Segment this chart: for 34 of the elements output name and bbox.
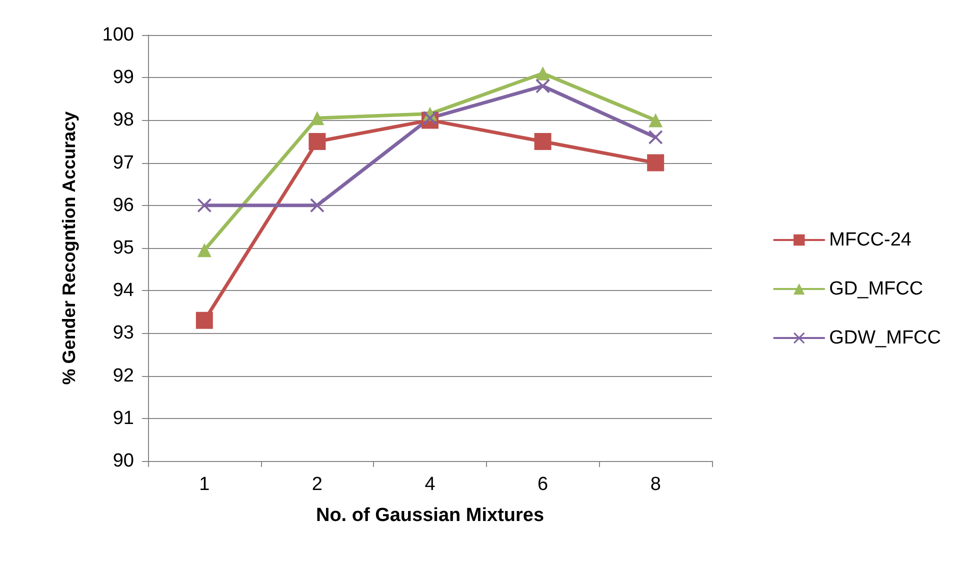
y-tick-label: 99: [112, 67, 134, 88]
point: [196, 312, 213, 329]
point: [647, 154, 664, 172]
legend-label: MFCC-24: [829, 230, 912, 250]
point: [308, 133, 326, 150]
x-tick-label: 6: [538, 474, 548, 495]
point: [310, 198, 324, 212]
x-tick-label: 2: [312, 474, 322, 495]
point: [534, 133, 552, 150]
y-tick-label: 94: [112, 280, 134, 302]
y-tick-label: 90: [112, 450, 134, 472]
point: [536, 66, 550, 80]
point: [197, 198, 212, 212]
point: [648, 130, 663, 144]
legend-label: GD_MFCC: [829, 278, 924, 300]
x-tick-label: 1: [199, 474, 210, 495]
x-tick-label: 8: [650, 474, 661, 495]
y-tick-label: 95: [112, 238, 134, 258]
point: [648, 113, 663, 128]
x-axis-title: No. of Gaussian Mixtures: [316, 505, 544, 526]
point: [423, 111, 437, 126]
y-tick-label: 96: [112, 194, 134, 216]
y-tick-label: 100: [102, 24, 134, 46]
y-tick-label: 93: [112, 322, 134, 344]
y-axis-title: % Gender Recogntion Accuracy: [59, 111, 79, 385]
legend-label: GDW_MFCC: [829, 328, 942, 348]
y-tick-label: 91: [112, 408, 134, 429]
point: [536, 79, 550, 94]
y-tick-label: 92: [112, 365, 134, 386]
y-tick-label: 97: [112, 152, 134, 174]
point: [197, 243, 212, 258]
x-tick-label: 4: [424, 474, 436, 495]
point: [310, 111, 324, 126]
y-tick-label: 98: [112, 110, 134, 131]
